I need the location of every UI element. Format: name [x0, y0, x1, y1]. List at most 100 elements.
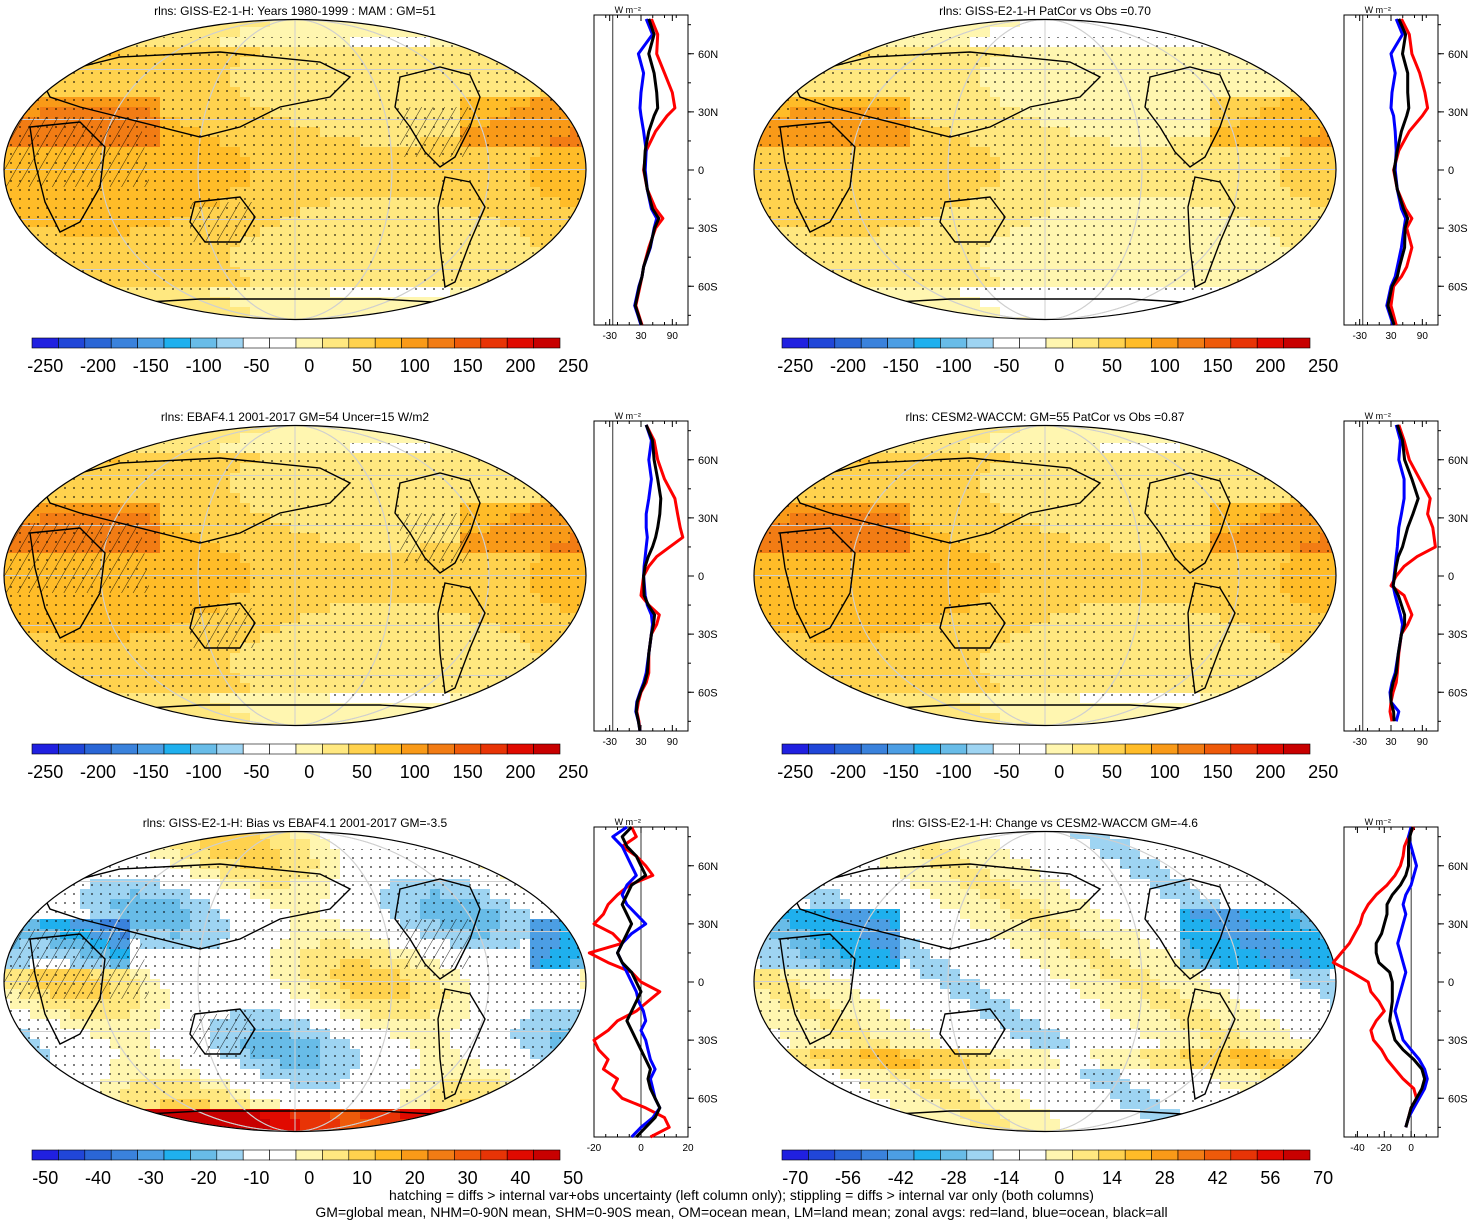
- colorbar-swatch: [401, 337, 429, 349]
- colorbar-swatch: [860, 1149, 888, 1161]
- colorbar: -70 -56 -42 -28 -14 0 14 28 42 56 70: [781, 1149, 1333, 1188]
- colorbar-label: 0: [304, 762, 314, 782]
- colorbar-label: -200: [80, 762, 116, 782]
- colorbar-swatch: [1019, 1149, 1047, 1161]
- map-panel-obs: [3, 424, 587, 727]
- colorbar-swatch: [84, 743, 112, 755]
- map-panel-gm: [3, 18, 587, 321]
- map-panel-change: [753, 830, 1337, 1133]
- colorbar-swatch: [1098, 743, 1126, 755]
- zonal-lat-label: 0: [698, 165, 704, 177]
- colorbar-label: -150: [133, 356, 169, 376]
- colorbar-swatch: [110, 1149, 138, 1161]
- zonal-x-tick-label: 30: [635, 737, 647, 748]
- colorbar-swatch: [1072, 1149, 1100, 1161]
- colorbar-swatch: [58, 337, 86, 349]
- colorbar-swatch: [992, 743, 1020, 755]
- colorbar-swatch: [242, 1149, 270, 1161]
- colorbar-label: -50: [243, 356, 269, 376]
- zonal-lat-label: 60N: [1448, 861, 1468, 873]
- zonal-mean-plot: W m⁻² -30 30 90 60N 30N 0 30S 60S: [593, 411, 718, 748]
- zonal-unit-label: W m⁻²: [615, 817, 641, 827]
- colorbar-swatch: [1256, 337, 1284, 349]
- colorbar-label: -200: [830, 762, 866, 782]
- panel-title: rlns: GISS-E2-1-H: Change vs CESM2-WACCM…: [892, 816, 1198, 830]
- colorbar-label: -250: [27, 762, 63, 782]
- zonal-lat-label: 60S: [698, 281, 718, 293]
- colorbar-swatch: [834, 743, 862, 755]
- colorbar-label: -50: [993, 356, 1019, 376]
- colorbar-swatch: [1045, 743, 1073, 755]
- zonal-series-ocean: [611, 825, 662, 1139]
- zonal-mean-plot: W m⁻² -30 30 90 60N 30N 0 30S 60S: [593, 5, 718, 342]
- colorbar-swatch: [269, 337, 297, 349]
- zonal-x-tick-label: -20: [587, 1143, 602, 1154]
- colorbar-swatch: [860, 337, 888, 349]
- colorbar-swatch: [454, 337, 482, 349]
- colorbar-label: 250: [1308, 762, 1338, 782]
- colorbar-label: -42: [888, 1168, 914, 1188]
- colorbar-swatch: [31, 337, 59, 349]
- colorbar-label: -150: [883, 356, 919, 376]
- colorbar-swatch: [1072, 743, 1100, 755]
- colorbar-label: 200: [505, 762, 535, 782]
- colorbar-label: 150: [1203, 356, 1233, 376]
- colorbar-swatch: [427, 1149, 455, 1161]
- zonal-x-tick-label: 90: [667, 737, 679, 748]
- colorbar-swatch: [322, 1149, 350, 1161]
- zonal-mean-plot: W m⁻² -40 -20 0 60N 30N 0 30S 60S: [1331, 817, 1468, 1154]
- zonal-lat-label: 30S: [698, 1035, 718, 1047]
- colorbar-swatch: [137, 337, 165, 349]
- colorbar-swatch: [913, 743, 941, 755]
- colorbar-swatch: [1019, 743, 1047, 755]
- zonal-lat-label: 60S: [698, 687, 718, 699]
- colorbar-label: 0: [304, 1168, 314, 1188]
- colorbar-label: 14: [1102, 1168, 1122, 1188]
- colorbar-swatch: [374, 743, 402, 755]
- colorbar-swatch: [348, 337, 376, 349]
- colorbar-swatch: [834, 1149, 862, 1161]
- colorbar-swatch: [295, 337, 323, 349]
- colorbar-swatch: [137, 743, 165, 755]
- zonal-x-tick-label: -30: [602, 737, 617, 748]
- colorbar-swatch: [1124, 337, 1152, 349]
- colorbar-swatch: [163, 1149, 191, 1161]
- colorbar-label: -10: [243, 1168, 269, 1188]
- colorbar-swatch: [1151, 337, 1179, 349]
- colorbar-swatch: [781, 743, 809, 755]
- colorbar-swatch: [374, 1149, 402, 1161]
- colorbar-label: 150: [453, 356, 483, 376]
- colorbar-label: -200: [80, 356, 116, 376]
- footer-note-legend: GM=global mean, NHM=0-90N mean, SHM=0-90…: [315, 1204, 1168, 1220]
- colorbar-swatch: [242, 743, 270, 755]
- colorbar-swatch: [427, 743, 455, 755]
- colorbar-label: 56: [1260, 1168, 1280, 1188]
- colorbar-label: -50: [32, 1168, 58, 1188]
- zonal-x-tick-label: 30: [1385, 331, 1397, 342]
- colorbar-swatch: [374, 337, 402, 349]
- colorbar-label: 10: [352, 1168, 372, 1188]
- colorbar-swatch: [1256, 1149, 1284, 1161]
- colorbar-label: 50: [1102, 762, 1122, 782]
- zonal-lat-label: 60S: [1448, 281, 1468, 293]
- zonal-lat-label: 30N: [1448, 919, 1468, 931]
- zonal-lat-label: 60N: [1448, 49, 1468, 61]
- colorbar-swatch: [84, 337, 112, 349]
- zonal-series-all: [616, 825, 662, 1139]
- colorbar-label: -70: [782, 1168, 808, 1188]
- panel-title: rlns: GISS-E2-1-H: Years 1980-1999 : MAM…: [154, 4, 436, 18]
- colorbar-swatch: [480, 1149, 508, 1161]
- colorbar-swatch: [1124, 1149, 1152, 1161]
- colorbar-swatch: [940, 1149, 968, 1161]
- colorbar-swatch: [31, 1149, 59, 1161]
- map-panel-cesm: [753, 424, 1337, 727]
- colorbar-swatch: [887, 337, 915, 349]
- zonal-lat-label: 0: [698, 977, 704, 989]
- colorbar-label: -28: [941, 1168, 967, 1188]
- colorbar-swatch: [58, 743, 86, 755]
- colorbar-label: -20: [191, 1168, 217, 1188]
- colorbar-label: 150: [453, 762, 483, 782]
- zonal-series-all: [633, 18, 661, 326]
- colorbar-swatch: [454, 1149, 482, 1161]
- colorbar-swatch: [887, 743, 915, 755]
